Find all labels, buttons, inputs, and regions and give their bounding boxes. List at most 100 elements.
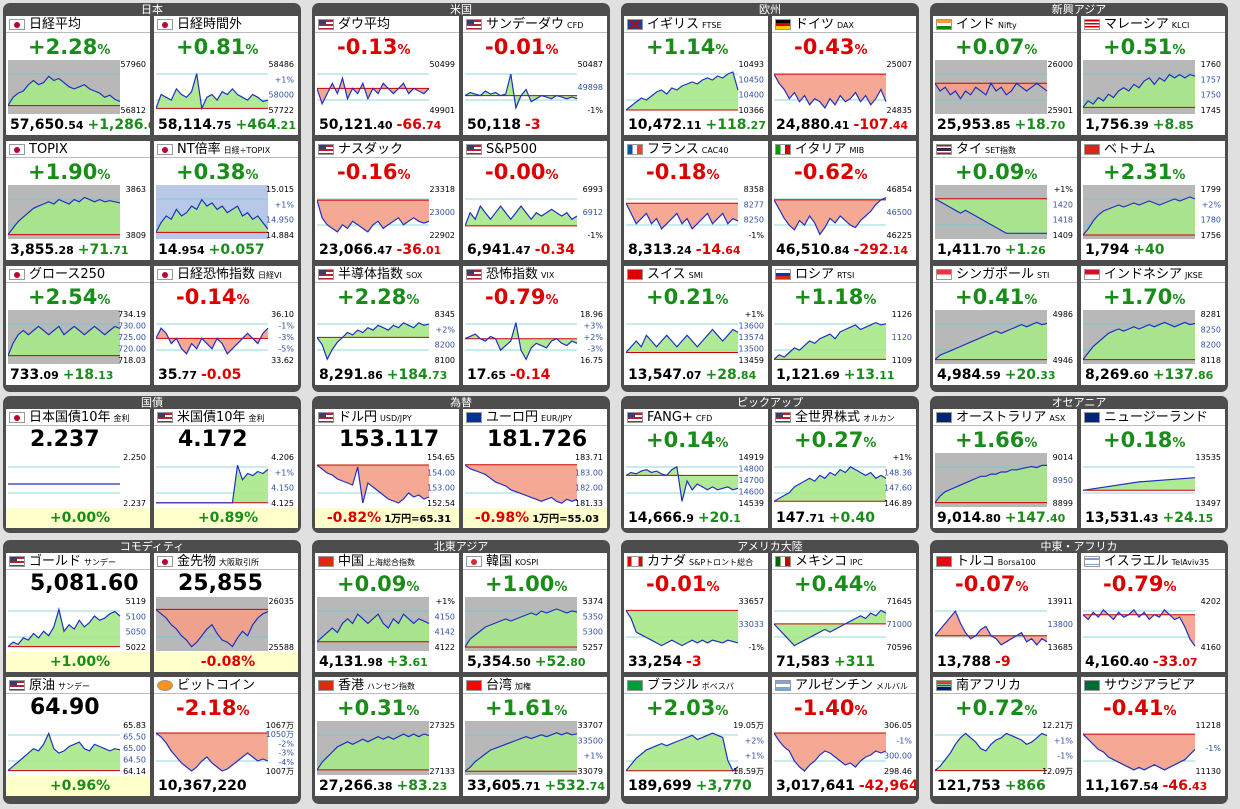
market-tile[interactable]: ユーロ円 EUR/JPY 181.726 183.71 183.00 182.00 181.… [463, 409, 607, 528]
market-tile[interactable]: イスラエル TelAviv35 -0.79% 4202 4160 4,160.40 -33.… [1081, 553, 1225, 672]
flag-icon [318, 144, 334, 155]
market-tile[interactable]: シンガポール STI +0.41% 4986 4946 4,984.59 +20.33 [933, 266, 1077, 385]
market-tile[interactable]: トルコ Borsa100 -0.07% 13911 13800 13685 13,788 -9 [933, 553, 1077, 672]
flag-icon [9, 19, 25, 30]
market-name: マレーシア [1104, 17, 1169, 32]
market-subname: 金利 [113, 414, 130, 423]
percent-change: -0.18% [646, 160, 720, 184]
tile-header: ビットコイン [154, 677, 298, 694]
market-name: サウジアラビア [1104, 678, 1196, 693]
axis-tick-label: 58486 [269, 60, 294, 69]
market-tile[interactable]: NT倍率 日経÷TOPIX +0.38% 15.015 +1% 14.950 14.884 1… [154, 141, 298, 260]
value-change: -9 [995, 654, 1011, 670]
market-tile[interactable]: 香港 ハンセン指数 +0.31% 27325 27133 27,266.38 +83.23 [315, 677, 459, 796]
market-tile[interactable]: インドネシア JKSE +1.70% 8281 8250 8200 8118 8,269.60… [1081, 266, 1225, 385]
axis-tick-label: 152.54 [427, 499, 455, 507]
flag-icon [9, 269, 25, 280]
market-group: 為替 ドル円 USD/JPY 153.117 154.65 154.00 153.00 152… [312, 396, 610, 533]
axis-tick-label: 8250 [1201, 325, 1221, 334]
market-tile[interactable]: インド Nifty +0.07% 26000 25901 25,953.85 +18.70 [933, 16, 1077, 135]
group-title: 北東アジア [433, 540, 489, 553]
market-tile[interactable]: イギリス FTSE +1.14% 10493 10450 10400 10366 10,472… [624, 16, 768, 135]
price-chart: 13911 13800 13685 [935, 597, 1073, 651]
current-value: 4,984.59 [937, 367, 1001, 383]
tile-header: カナダ S&Pトロント総合 [624, 553, 768, 570]
market-subname: ハンセン指数 [367, 682, 416, 691]
market-tile[interactable]: マレーシア KLCI +0.51% 1760 1757 1750 1745 1,756.39 +… [1081, 16, 1225, 135]
market-tile[interactable]: 中国 上海総合指数 +0.09% +1% 4150 4142 4122 4,131.98 +3.… [315, 553, 459, 672]
market-tile[interactable]: 原油 サンデー 64.90 65.83 65.50 65.00 64.50 64.14 +0.9… [6, 677, 150, 796]
value-change: +20.33 [1004, 367, 1056, 383]
market-name: 南アフリカ [956, 678, 1022, 693]
value-change: +866 [1004, 778, 1046, 794]
market-tile[interactable]: 台湾 加権 +1.61% 33707 33500 +1% 33079 33,605.71 +53… [463, 677, 607, 796]
percent-change: +1.00% [49, 654, 111, 670]
market-tile[interactable]: ビットコイン -2.18% 1067万 1050万 -2% -3% -4% 1007万 10,3… [154, 677, 298, 796]
market-tile[interactable]: オーストラリア ASX +1.66% 9014 8950 8899 9,014.80 +147… [933, 409, 1077, 528]
market-name: 全世界株式 [795, 410, 861, 425]
market-tile[interactable]: ベトナム +2.31% 1799 +2% 1780 1756 1,794 +40 [1081, 141, 1225, 260]
axis-tick-label: 64.50 [123, 756, 146, 765]
tile-footer: 4,160.40 -33.07 [1081, 652, 1225, 672]
market-tile[interactable]: 韓国 KOSPI +1.00% 5374 5350 5300 5257 5,354.50 +52… [463, 553, 607, 672]
market-tile[interactable]: サウジアラビア -0.41% 11218 -1% 11130 11,167.54 -46.4… [1081, 677, 1225, 796]
market-tile[interactable]: ニュージーランド +0.18% 13535 13497 13,531.43 +24.15 [1081, 409, 1225, 528]
price-chart: 734.19 730.00 725.00 720.00 718.03 [8, 310, 146, 364]
tile-header: FANG+ CFD [624, 409, 768, 426]
market-tile[interactable]: 日本国債10年 金利 2.237 2.250 2.237 +0.00% [6, 409, 150, 528]
axis-tick-label: 1760 [1201, 60, 1221, 69]
market-tile[interactable]: 金先物 大阪取引所 25,855 26035 25588 -0.08% [154, 553, 298, 672]
market-name: 原油 [29, 678, 56, 693]
market-tile[interactable]: メキシコ IPC +0.44% 71645 71000 70596 71,583 +311 [772, 553, 916, 672]
market-tile[interactable]: アルゼンチン メルバル -1.40% 306.05 -1% 300.00 298.46 3,0… [772, 677, 916, 796]
market-tile[interactable]: 南アフリカ +0.72% 12.21万 +1% -1% 12.09万 121,753 +866 [933, 677, 1077, 796]
market-tile[interactable]: S&P500 -0.00% 6993 6912 -1% 6,941.47 -0.34 [463, 141, 607, 260]
market-name: ナスダック [338, 142, 404, 157]
flag-icon [1084, 556, 1100, 567]
percent-change: +0.41% [955, 285, 1038, 309]
axis-tick-label: 8277 [744, 200, 764, 209]
tile-footer: -0.08% [154, 652, 298, 672]
axis-tick-label: 4150 [435, 612, 455, 621]
market-tile[interactable]: ナスダック -0.16% 23318 23000 22902 23,066.47 -36.0… [315, 141, 459, 260]
market-tile[interactable]: カナダ S&Pトロント総合 -0.01% 33657 33033 -1% 33,254 -3 [624, 553, 768, 672]
market-tile[interactable]: タイ SET指数 +0.09% +1% 1420 1418 1409 1,411.70 +1.2… [933, 141, 1077, 260]
axis-tick-label: 71645 [887, 597, 912, 606]
market-tile[interactable]: ドイツ DAX -0.43% 25007 24835 24,880.41 -107.44 [772, 16, 916, 135]
market-name: FANG+ [647, 410, 693, 425]
flag-icon [775, 144, 791, 155]
axis-tick-label: 18.96 [580, 310, 603, 319]
market-tile[interactable]: フランス CAC40 -0.18% 8358 8277 8250 -1% 8,313.24 -1… [624, 141, 768, 260]
group-title: オセアニア [1051, 396, 1107, 409]
market-tile[interactable]: 米国債10年 金利 4.172 4.206 +1% 4.150 4.125 +0.89% [154, 409, 298, 528]
price-chart: 25007 24835 [774, 60, 912, 114]
market-tile[interactable]: 日経恐怖指数 日経VI -0.14% 36.10 -1% -3% -5% 33.62 35.77… [154, 266, 298, 385]
market-tile[interactable]: グロース250 +2.54% 734.19 730.00 725.00 720.00 718… [6, 266, 150, 385]
axis-tick-label: 46854 [887, 185, 912, 194]
market-tile[interactable]: 全世界株式 オルカン +0.27% +1% 148.36 147.60 146.89 147.… [772, 409, 916, 528]
tile-footer: 10,472.11 +118.27 [624, 115, 768, 135]
market-tile[interactable]: ダウ平均 -0.13% 50499 49901 50,121.40 -66.74 [315, 16, 459, 135]
market-tile[interactable]: 半導体指数 SOX +2.28% 8345 +2% 8200 8100 8,291.86 +18… [315, 266, 459, 385]
market-tile[interactable]: ドル円 USD/JPY 153.117 154.65 154.00 153.00 152.5… [315, 409, 459, 528]
market-tile[interactable]: FANG+ CFD +0.14% 14919 14800 14700 14600 14539 1… [624, 409, 768, 528]
axis-tick-label: 8118 [1201, 356, 1221, 364]
market-tile[interactable]: ロシア RTSI +1.18% 1126 1120 1109 1,121.69 +13.11 [772, 266, 916, 385]
current-value: 13,788 [937, 654, 992, 670]
market-tile[interactable]: TOPIX +1.90% 3863 3809 3,855.28 +71.71 [6, 141, 150, 260]
axis-tick-label: +1% [893, 453, 913, 462]
tile-header: 原油 サンデー [6, 677, 150, 694]
market-tile[interactable]: 日経時間外 +0.81% 58486 +1% 58000 57722 58,114.75 +4… [154, 16, 298, 135]
market-tile[interactable]: イタリア MIB -0.62% 46854 46500 46225 46,510.84 -29… [772, 141, 916, 260]
market-tile[interactable]: ブラジル ボベスパ +2.03% 19.05万 +2% +1% 18.59万 189,699 +… [624, 677, 768, 796]
market-tile[interactable]: 恐怖指数 VIX -0.79% 18.96 +3% +2% -3% 16.75 17.65 -0.… [463, 266, 607, 385]
price-chart: 1126 1120 1109 [774, 310, 912, 364]
market-name: 日経時間外 [177, 17, 243, 32]
market-name: TOPIX [29, 142, 68, 157]
market-tile[interactable]: サンデーダウ CFD -0.01% 50487 49898 -1% 50,118 -3 [463, 16, 607, 135]
current-value: 14,666.9 [628, 510, 694, 526]
current-value: 8,269.60 [1085, 367, 1149, 383]
market-tile[interactable]: ゴールド サンデー 5,081.60 5119 5100 5050 5022 +1.00% [6, 553, 150, 672]
market-tile[interactable]: スイス SMI +0.21% +1% 13600 13574 13500 13459 13,54… [624, 266, 768, 385]
